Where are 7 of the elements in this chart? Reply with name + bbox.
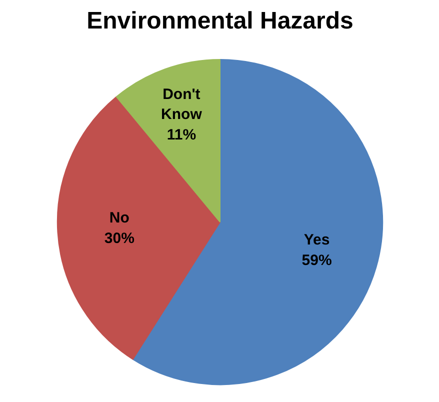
slice-label: No xyxy=(109,210,130,227)
slice-label: Don't Know xyxy=(161,86,202,124)
slice-label: Yes xyxy=(304,232,330,249)
data-label: 30% xyxy=(104,230,134,248)
chart-title: Environmental Hazards xyxy=(86,8,354,34)
data-label: 11% xyxy=(166,126,196,144)
data-label: 59% xyxy=(302,252,332,269)
